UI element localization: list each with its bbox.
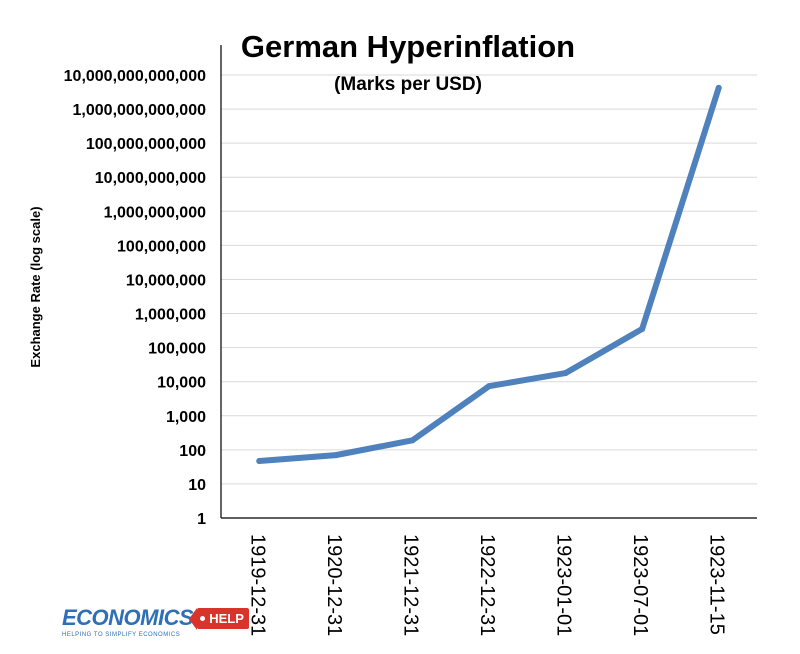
data-point [562,370,569,377]
y-tick-label: 100,000,000,000 [86,136,206,153]
y-tick-label: 1,000 [166,409,206,426]
y-tick-label: 10,000,000,000,000 [64,68,206,85]
chart-subtitle: (Marks per USD) [334,74,482,95]
y-tick-label: 10,000,000 [126,272,206,289]
series-group [256,84,722,465]
x-axis-ticks: 1919-12-31 1920-12-31 1921-12-31 1922-12-31… [246,534,727,636]
logo-tag-text: HELP [209,610,244,626]
x-tick-label: 1920-12-31 [323,534,345,636]
data-point [332,452,339,459]
series-line [256,84,722,465]
chart-title: German Hyperinflation [241,29,575,64]
x-tick-label: 1919-12-31 [246,534,268,636]
y-tick-label: 10 [188,477,206,494]
y-tick-label: 1,000,000,000,000 [73,102,207,119]
x-tick-label: 1923-07-01 [629,534,651,636]
data-point [715,84,722,91]
logo-tag: HELP [189,607,249,630]
x-tick-label: 1923-11-15 [706,534,728,635]
data-point [486,383,492,390]
y-tick-label: 1,000,000,000 [104,204,206,221]
logo-word: ECONOMICS [62,605,194,630]
y-axis-label: Exchange Rate (log scale) [28,206,43,367]
x-tick-label: 1923-01-01 [553,534,575,636]
gridlines [221,74,757,485]
data-point [256,458,263,465]
data-point [409,437,416,444]
y-tick-label: 1,000,000 [135,307,206,324]
economics-help-logo: ECONOMICS HELP HELPING TO SIMPLIFY ECONO… [62,605,249,638]
logo-tag-hole-icon [200,615,206,621]
y-tick-label: 10,000,000,000 [95,170,206,187]
y-tick-label: 10,000 [157,375,206,392]
y-axis-ticks: 1 10 100 1,000 10,000 100,000 1,000,000 10,000,… [64,68,206,528]
logo-slogan: HELPING TO SIMPLIFY ECONOMICS [62,632,181,638]
data-point [639,325,646,332]
y-tick-label: 1 [197,511,206,528]
y-tick-label: 100,000,000 [117,238,206,255]
x-tick-label: 1921-12-31 [399,534,421,636]
y-tick-label: 100 [179,443,206,460]
y-tick-label: 100,000 [148,341,206,358]
x-tick-label: 1922-12-31 [476,534,498,636]
